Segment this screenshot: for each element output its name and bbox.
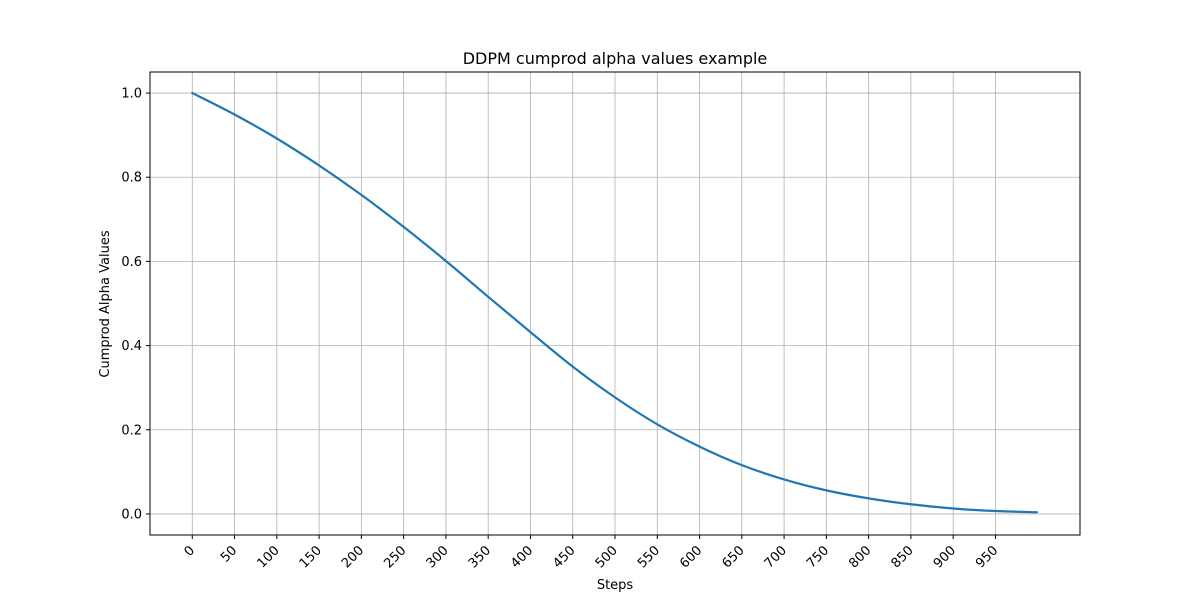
y-tick-label: 0.6 <box>121 255 142 270</box>
y-tick-label: 0.0 <box>121 507 142 522</box>
y-axis-label: Cumprod Alpha Values <box>98 230 113 377</box>
grid <box>150 72 1080 535</box>
y-tick-label: 0.2 <box>121 423 142 438</box>
y-tick-label: 1.0 <box>121 87 142 102</box>
y-axis: 0.0 0.2 0.4 0.6 0.8 1.0 <box>121 87 150 522</box>
chart-title: DDPM cumprod alpha values example <box>463 49 768 68</box>
series-line <box>191 91 1038 514</box>
series-layer <box>191 91 1038 514</box>
y-tick-label: 0.4 <box>121 339 142 354</box>
x-axis-label: Steps <box>597 578 634 593</box>
y-tick-label: 0.8 <box>121 171 142 186</box>
